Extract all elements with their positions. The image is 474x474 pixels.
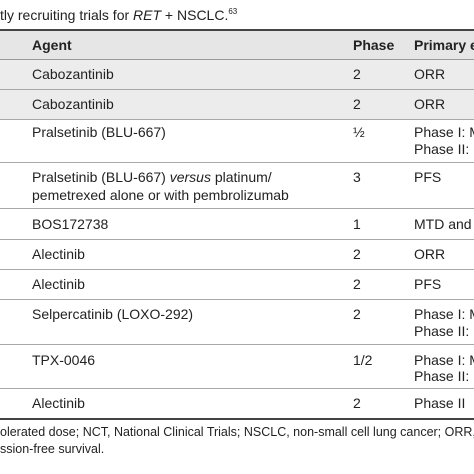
cell-agent: Alectinib [32, 276, 85, 292]
header-phase: Phase [353, 37, 395, 53]
cell-endpoint: MTD and [414, 216, 472, 232]
cell-endpoint: Phase I: M [414, 124, 474, 140]
cell-agent-line2: pemetrexed alone or with pembrolizumab [32, 187, 289, 203]
cell-endpoint: PFS [414, 276, 442, 292]
table-row: Pralsetinib (BLU-667) versus platinum/ p… [0, 163, 474, 209]
cell-agent: Alectinib [32, 246, 85, 262]
cell-endpoint-line2: Phase II: [414, 368, 470, 384]
cell-agent: BOS172738 [32, 216, 109, 232]
cell-agent: Cabozantinib [32, 96, 114, 112]
cell-phase: 1 [353, 216, 361, 232]
cell-endpoint: ORR [414, 246, 446, 262]
cell-agent-tail: platinum/ [210, 169, 272, 185]
table-row: Alectinib 2 ORR [0, 240, 474, 270]
cell-phase: 2 [353, 96, 361, 112]
caption-gene: RET [133, 7, 162, 23]
cell-phase: 2 [353, 395, 361, 411]
cell-phase: ½ [353, 124, 365, 140]
header-agent: Agent [32, 37, 72, 53]
cell-endpoint: PFS [414, 169, 442, 185]
cell-agent: Cabozantinib [32, 66, 114, 82]
cell-agent: Pralsetinib (BLU-667) versus platinum/ [32, 169, 272, 186]
table-row: Pralsetinib (BLU-667) ½ Phase I: M Phase… [0, 120, 474, 163]
cell-agent-versus: versus [169, 169, 211, 185]
cell-endpoint: Phase I: M [414, 352, 474, 368]
cell-agent-text: Pralsetinib (BLU-667) [32, 169, 170, 185]
footnote-line-1: olerated dose; NCT, National Clinical Tr… [0, 425, 474, 439]
footnote-line-2: ssion-free survival. [0, 442, 105, 456]
header-primary-endpoint: Primary e [414, 37, 474, 53]
caption-reference: 63 [228, 7, 238, 16]
cell-endpoint-line2: Phase II: [414, 323, 470, 339]
table-row: Selpercatinib (LOXO-292) 2 Phase I: M Ph… [0, 300, 474, 345]
cell-phase: 3 [353, 169, 361, 185]
cell-phase: 2 [353, 306, 361, 322]
table-bottom-rule [0, 418, 474, 420]
table-row: TPX-0046 1/2 Phase I: M Phase II: [0, 345, 474, 389]
cell-endpoint: ORR [414, 96, 446, 112]
caption-prefix: tly recruiting trials for [0, 7, 134, 23]
cell-phase: 2 [353, 246, 361, 262]
cell-agent: TPX-0046 [32, 352, 96, 368]
table-row: Cabozantinib 2 ORR [0, 90, 474, 120]
cell-endpoint: ORR [414, 66, 446, 82]
table-row: Alectinib 2 Phase II [0, 389, 474, 418]
cell-endpoint-line2: Phase II: [414, 141, 470, 157]
cell-phase: 1/2 [353, 352, 373, 368]
table-footnote: olerated dose; NCT, National Clinical Tr… [0, 424, 474, 458]
cell-endpoint: Phase II [414, 395, 466, 411]
table-row: BOS172738 1 MTD and [0, 209, 474, 240]
caption-suffix: + NSCLC. [161, 7, 229, 23]
cell-agent: Selpercatinib (LOXO-292) [32, 306, 194, 322]
table-top-rule [0, 29, 474, 31]
cell-phase: 2 [353, 276, 361, 292]
cell-endpoint: Phase I: M [414, 306, 474, 322]
table-row: Cabozantinib 2 ORR [0, 60, 474, 90]
cell-phase: 2 [353, 66, 361, 82]
cell-agent: Pralsetinib (BLU-667) [32, 124, 166, 140]
table-caption: tly recruiting trials for RET + NSCLC.63 [0, 4, 474, 26]
table-row: Alectinib 2 PFS [0, 270, 474, 300]
table-header: Agent Phase Primary e [0, 31, 474, 60]
cell-agent: Alectinib [32, 395, 85, 411]
